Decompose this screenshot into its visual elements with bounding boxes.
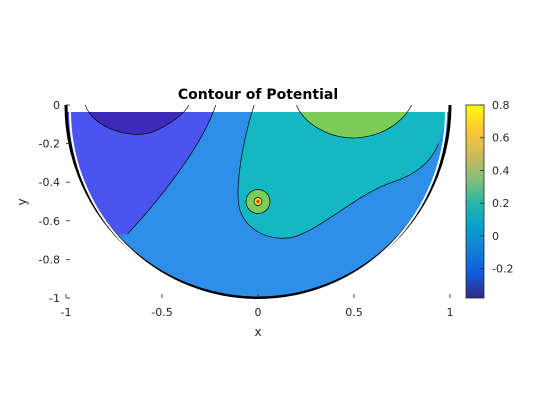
- contour-lines-group: [84, 105, 439, 239]
- contour-region-negative: [66, 105, 216, 235]
- x-tick-label: -1: [61, 306, 72, 319]
- source-center: [256, 199, 260, 204]
- y-tick-label: 0: [53, 99, 60, 112]
- colorbar-tick-label: 0.2: [492, 197, 510, 210]
- x-tick-label: 0.5: [345, 306, 363, 319]
- contour-region-positive: [238, 105, 450, 239]
- x-tick-label: 1: [447, 306, 454, 319]
- chart-title: Contour of Potential: [178, 87, 338, 103]
- y-axis-label: y: [15, 198, 29, 205]
- y-tick-label: -0.4: [39, 176, 60, 189]
- colorbar-ticks: -0.2 0 0.2 0.4 0.6 0.8: [480, 99, 513, 276]
- contour-line-neg-0.3: [84, 105, 190, 135]
- colorbar-tick-label: 0.4: [492, 164, 510, 177]
- colorbar-tick-label: 0.8: [492, 99, 510, 112]
- y-tick-label: -0.8: [39, 253, 60, 266]
- plot-area: [64, 104, 452, 301]
- contour-line-neg-0.2: [127, 105, 217, 235]
- colorbar-tick-label: 0.6: [492, 132, 510, 145]
- y-tick-label: -0.2: [39, 138, 60, 151]
- x-tick-label: 0: [255, 306, 262, 319]
- colorbar-tick-label: 0: [492, 230, 499, 243]
- y-tick-label: -0.6: [39, 215, 60, 228]
- x-axis-label: x: [254, 325, 261, 339]
- top-margin: [66, 105, 450, 112]
- colorbar-tick-label: -0.2: [492, 263, 513, 276]
- y-tick-label: -1: [49, 292, 60, 305]
- colorbar: -0.2 0 0.2 0.4 0.6 0.8: [465, 99, 513, 299]
- x-tick-label: -0.5: [151, 306, 172, 319]
- contour-fill-group: [66, 105, 450, 298]
- contour-line-pos-0.1: [237, 105, 439, 239]
- domain-inner-boundary: [69, 110, 447, 301]
- axes: -1 -0.5 0 0.5 1 0 -0.2 -0.4 -0.6 -0.8 -1: [39, 99, 454, 319]
- contour-line-pos-0.2: [296, 105, 412, 139]
- contour-region-maximum: [296, 105, 412, 138]
- colorbar-gradient: [465, 104, 485, 299]
